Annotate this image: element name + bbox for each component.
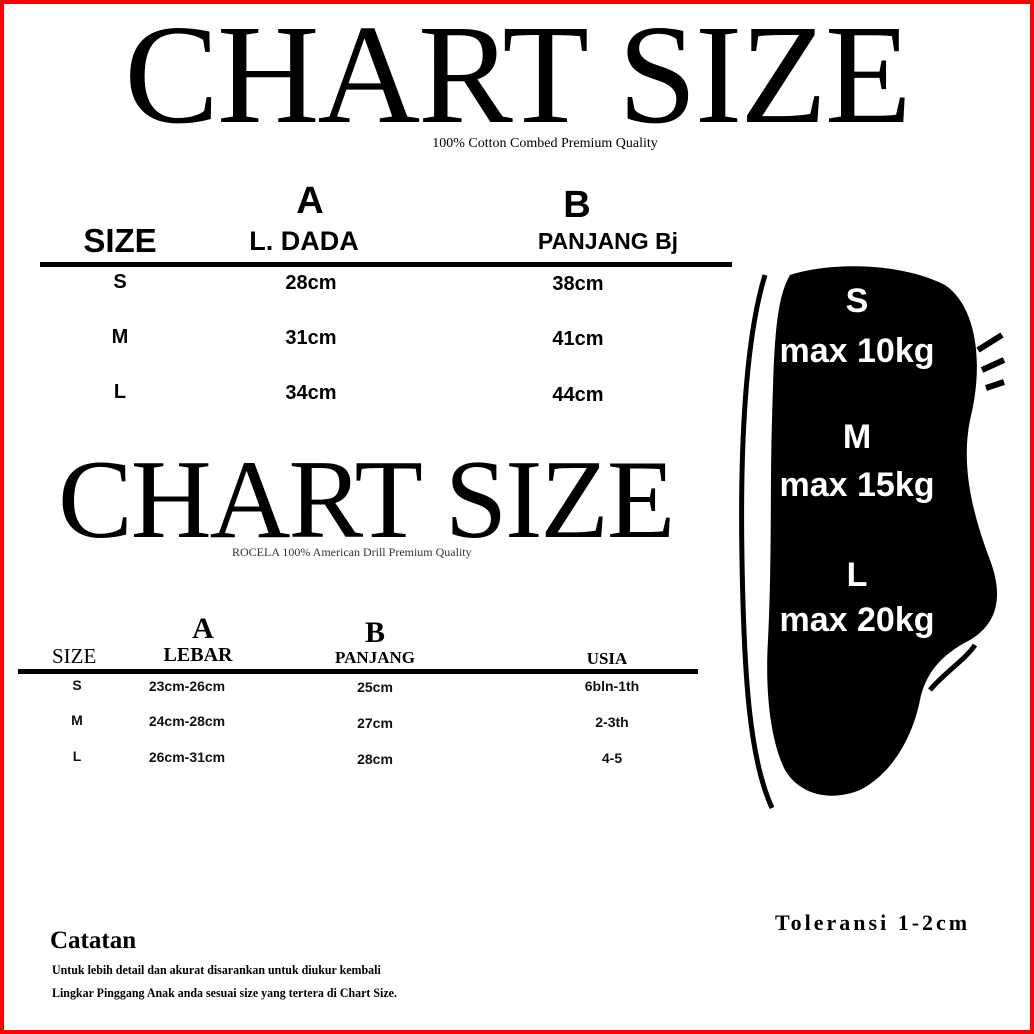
silhouette-weight-s: max 10kg — [779, 332, 935, 370]
row-s-b: 25cm — [357, 679, 393, 695]
row-s-usia: 6bln-1th — [584, 678, 640, 694]
header-a-letter: A — [296, 180, 324, 222]
row-l-usia: 4-5 — [601, 750, 623, 766]
header-size: SIZE — [83, 222, 157, 259]
row-m-b: 41cm — [552, 328, 604, 350]
row-s-b: 38cm — [552, 273, 604, 295]
row-m-b: 27cm — [357, 715, 393, 731]
note-line-2: Lingkar Pinggang Anak anda sesuai size y… — [52, 985, 397, 1000]
note-line-1: Untuk lebih detail dan akurat disarankan… — [52, 962, 381, 977]
silhouette-weight-l: max 20kg — [779, 601, 935, 639]
row-m-size: M — [111, 326, 129, 348]
tolerance-note: Toleransi 1-2cm — [775, 910, 971, 935]
second-subtitle: ROCELA 100% American Drill Premium Quali… — [232, 545, 472, 559]
silhouette-size-l: L — [846, 556, 868, 594]
row-l-b: 44cm — [552, 384, 604, 406]
second-title: CHART SIZE — [58, 438, 675, 562]
row-l-a: 26cm-31cm — [148, 749, 226, 765]
row-l-a: 34cm — [285, 382, 337, 404]
header-usia: USIA — [586, 649, 628, 668]
header-a-label: LEBAR — [163, 644, 233, 666]
header-b-label: PANJANG — [335, 648, 415, 667]
header-a-letter: A — [192, 612, 214, 645]
header-b-letter: B — [364, 616, 386, 649]
row-m-a: 24cm-28cm — [148, 713, 226, 729]
silhouette-size-s: S — [845, 282, 869, 320]
header-b-letter: B — [563, 184, 591, 226]
main-title: CHART SIZE — [124, 0, 911, 153]
silhouette-weight-m: max 15kg — [779, 466, 935, 504]
row-s-size: S — [72, 677, 82, 693]
row-l-b: 28cm — [357, 751, 393, 767]
header-a-label: L. DADA — [249, 226, 359, 256]
main-subtitle: 100% Cotton Combed Premium Quality — [432, 136, 658, 151]
header-divider — [18, 669, 698, 674]
header-b-label: PANJANG Bj — [537, 228, 679, 254]
row-s-size: S — [113, 271, 127, 293]
silhouette-size-m: M — [842, 418, 872, 456]
row-s-a: 23cm-26cm — [148, 678, 226, 694]
row-m-size: M — [71, 712, 83, 728]
row-m-usia: 2-3th — [595, 714, 629, 730]
row-s-a: 28cm — [285, 272, 337, 294]
row-l-size: L — [113, 381, 127, 403]
note-title: Catatan — [50, 927, 137, 954]
row-l-size: L — [72, 748, 82, 764]
header-size: SIZE — [52, 644, 97, 668]
header-divider — [40, 262, 732, 267]
row-m-a: 31cm — [285, 327, 337, 349]
